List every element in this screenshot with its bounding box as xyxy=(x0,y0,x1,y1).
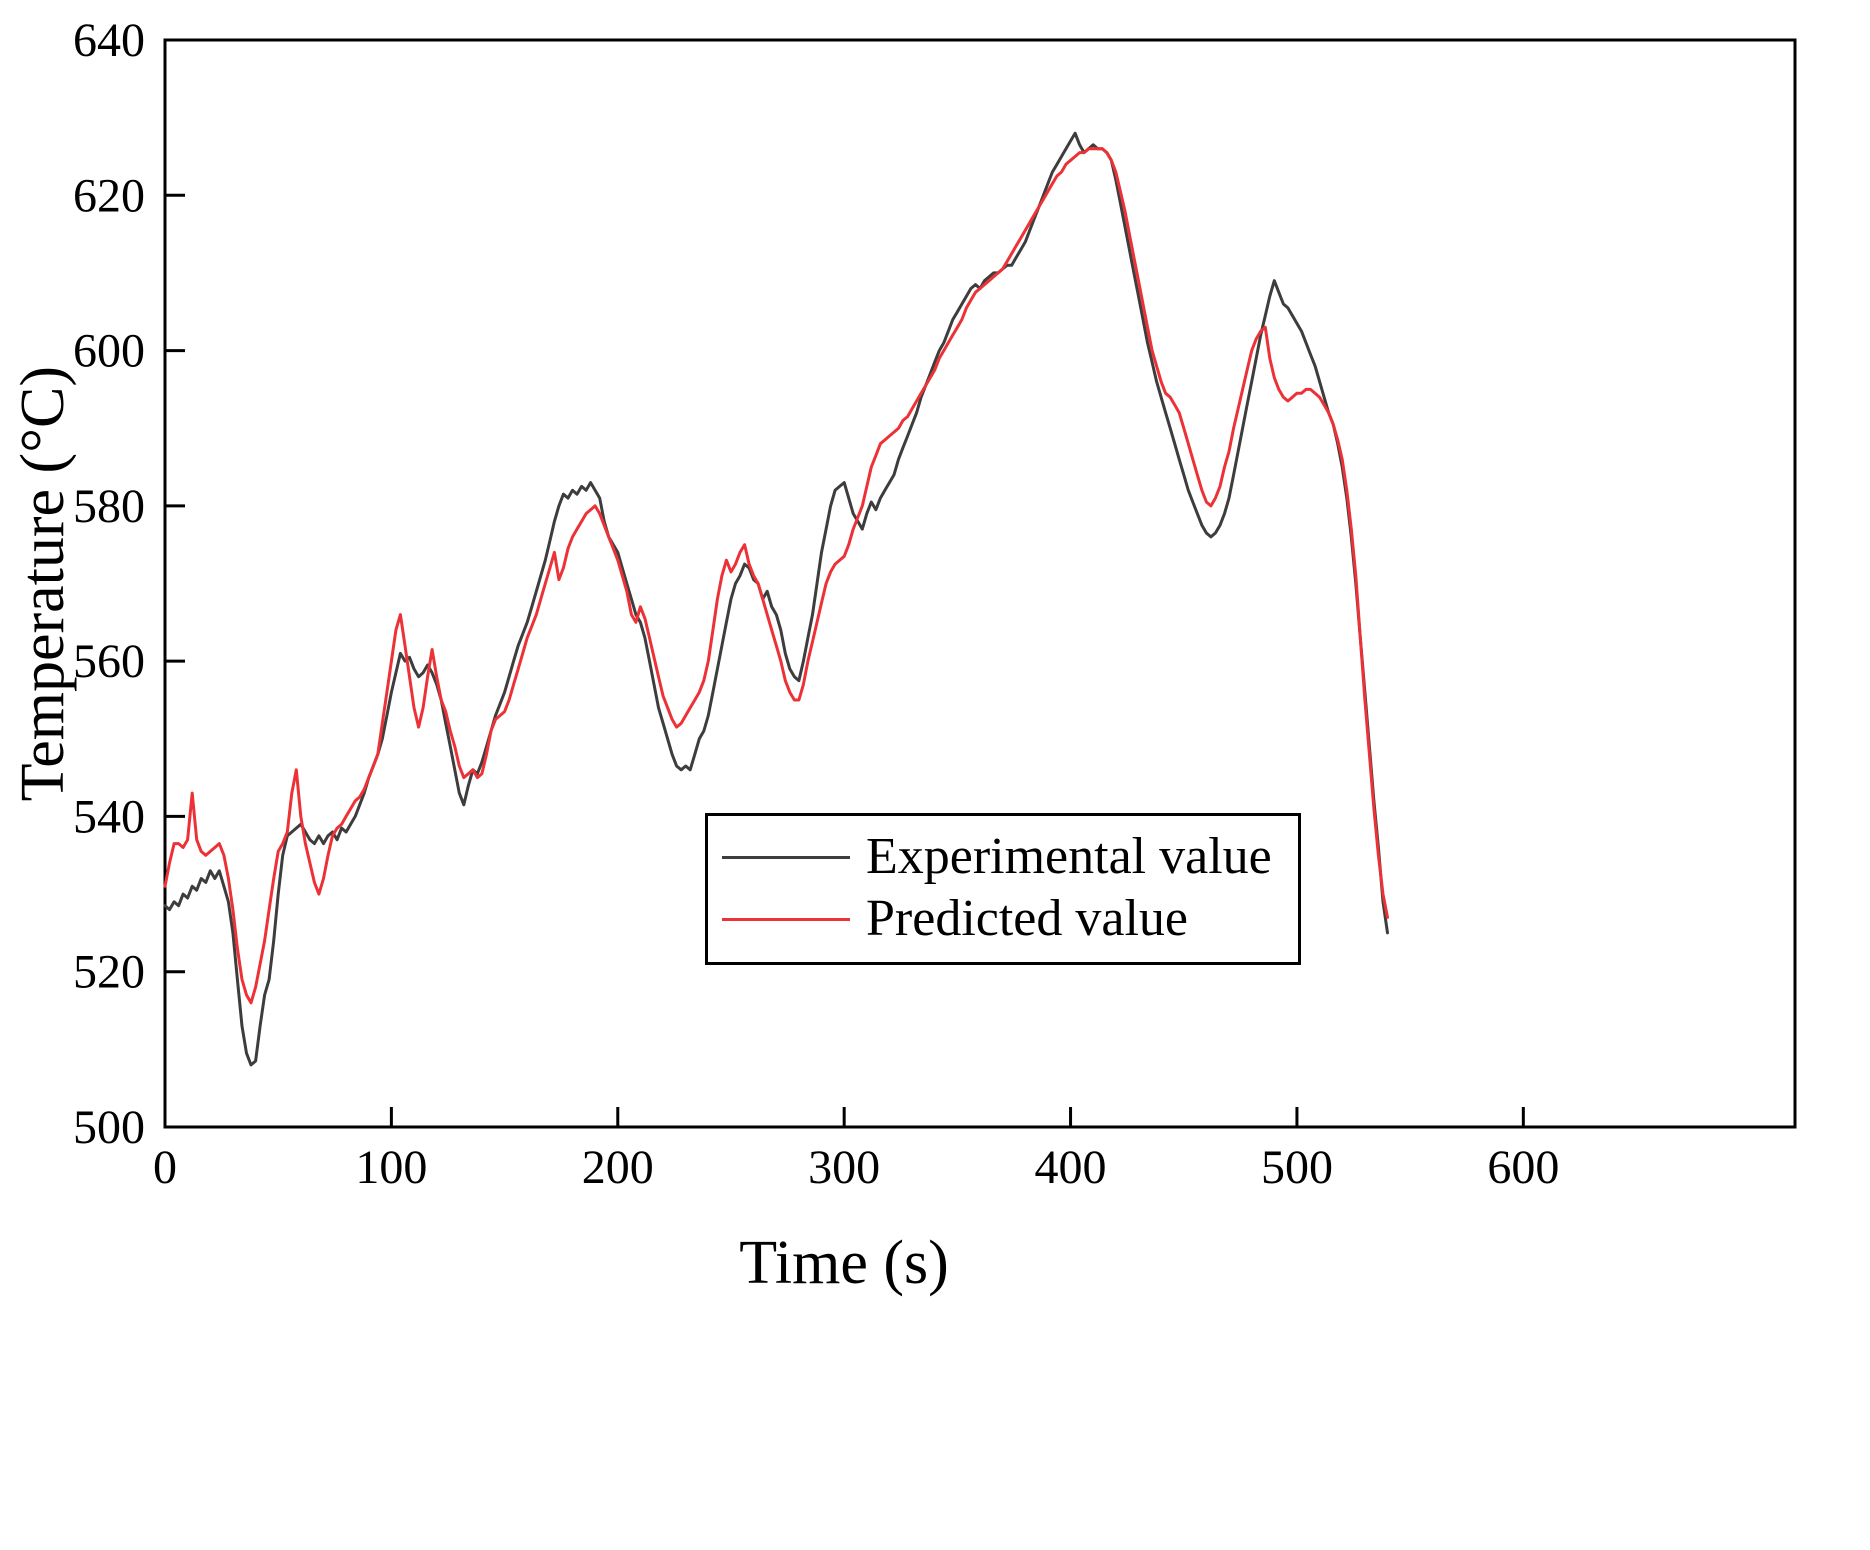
y-tick-label: 620 xyxy=(73,169,145,222)
y-tick-label: 580 xyxy=(73,480,145,533)
x-axis-title: Time (s) xyxy=(739,1229,949,1297)
y-tick-label: 500 xyxy=(73,1101,145,1154)
x-tick-label: 300 xyxy=(808,1141,880,1194)
legend: Experimental value Predicted value xyxy=(705,813,1301,965)
x-tick-label: 600 xyxy=(1487,1141,1559,1194)
x-tick-label: 500 xyxy=(1261,1141,1333,1194)
y-tick-label: 520 xyxy=(73,946,145,999)
x-tick-label: 200 xyxy=(582,1141,654,1194)
x-tick-label: 100 xyxy=(355,1141,427,1194)
legend-line-sample-predicted xyxy=(722,917,850,921)
y-tick-label: 600 xyxy=(73,325,145,378)
legend-label-predicted: Predicted value xyxy=(866,890,1188,947)
y-tick-label: 560 xyxy=(73,635,145,688)
x-tick-label: 400 xyxy=(1035,1141,1107,1194)
y-axis-title-text: Temperature (°C) xyxy=(8,365,77,802)
legend-item-experimental: Experimental value xyxy=(722,826,1272,888)
legend-item-predicted: Predicted value xyxy=(722,888,1272,950)
legend-line-sample-experimental xyxy=(722,855,850,859)
series-line-predicted xyxy=(163,147,1389,1005)
x-tick-label: 0 xyxy=(153,1141,177,1194)
y-tick-label: 540 xyxy=(73,790,145,843)
y-tick-label: 640 xyxy=(73,14,145,67)
plot-frame xyxy=(163,38,1797,1129)
legend-label-experimental: Experimental value xyxy=(866,828,1272,885)
y-axis-title: Temperature (°C) xyxy=(4,40,82,1127)
